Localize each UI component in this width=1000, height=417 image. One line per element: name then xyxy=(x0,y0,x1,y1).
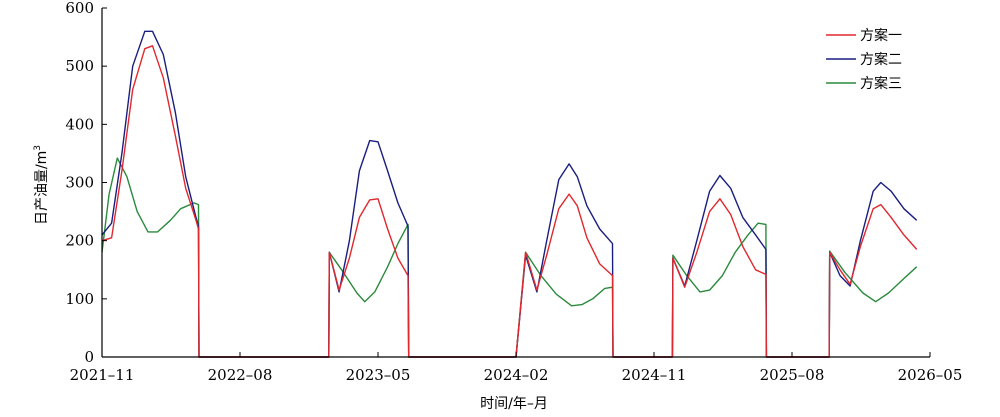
y-axis-title: 日产油量/m3 xyxy=(33,145,50,225)
y-axis-title-base: 日产油量/m xyxy=(34,151,50,225)
y-axis-title-superscript: 3 xyxy=(33,145,43,151)
x-tick-label: 2026–05 xyxy=(898,366,963,384)
y-tick-label: 500 xyxy=(65,57,94,75)
x-tick-label: 2024–11 xyxy=(622,366,687,384)
axes: 0 100 200 300 400 500 600 2021–11 2022–08 2023–0… xyxy=(65,0,962,384)
x-tick-label: 2023–05 xyxy=(346,366,411,384)
y-tick-label: 0 xyxy=(84,348,94,366)
legend-label: 方案二 xyxy=(860,51,902,68)
y-tick-label: 300 xyxy=(65,174,94,192)
x-axis-title: 时间/年–月 xyxy=(480,396,548,412)
x-tick-label: 2024–02 xyxy=(484,366,549,384)
y-tick-label: 200 xyxy=(65,232,94,250)
series-line xyxy=(101,45,918,358)
series-line xyxy=(101,30,918,358)
x-tick-label: 2021–11 xyxy=(70,366,135,384)
legend-label: 方案一 xyxy=(860,27,902,44)
y-tick-label: 400 xyxy=(65,115,94,133)
y-tick-label: 100 xyxy=(65,290,94,308)
plot-lines xyxy=(101,30,918,358)
y-axis-title-group: 日产油量/m3 xyxy=(33,145,50,225)
y-tick-label: 600 xyxy=(65,0,94,17)
y-ticks: 0 100 200 300 400 500 600 xyxy=(65,0,107,366)
x-tick-label: 2022–08 xyxy=(208,366,273,384)
legend-label: 方案三 xyxy=(860,75,902,92)
x-tick-label: 2025–08 xyxy=(760,366,825,384)
x-ticks: 2021–11 2022–08 2023–05 2024–02 2024–11 2025–… xyxy=(70,352,963,384)
series-line xyxy=(101,157,918,358)
